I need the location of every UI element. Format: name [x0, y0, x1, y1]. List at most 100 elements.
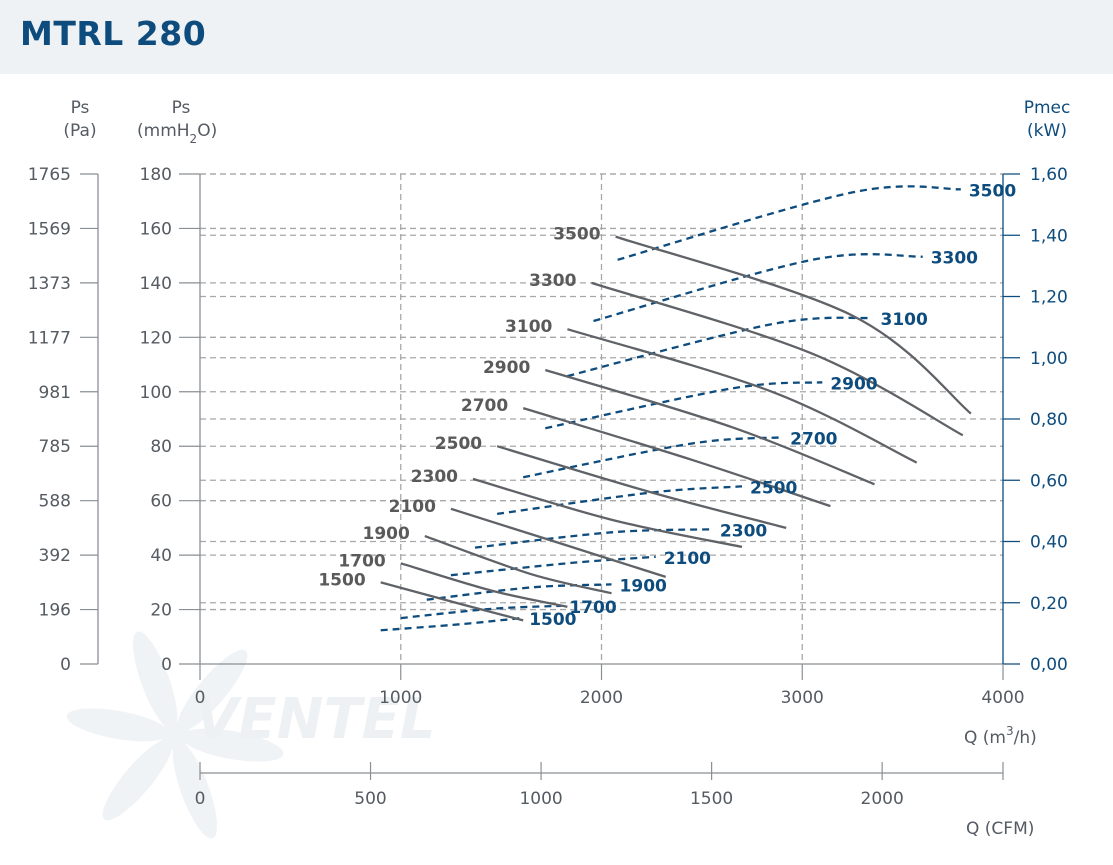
pa-tick-label: 1373 — [28, 274, 71, 294]
pressure-curve-label-3100: 3100 — [505, 317, 552, 337]
kw-axis-unit: (kW) — [1027, 121, 1067, 141]
pressure-curve-2300 — [472, 477, 743, 549]
pa-axis-label: Ps — [71, 98, 90, 118]
mm-tick-label: 100 — [140, 383, 172, 403]
pressure-curve-2700 — [522, 407, 831, 508]
pressure-curve-1700 — [400, 562, 568, 608]
power-curve-label-3500: 3500 — [969, 181, 1016, 201]
pa-tick-label: 1177 — [28, 328, 71, 348]
mm-tick-label: 180 — [140, 165, 172, 185]
power-curve-label-1700: 1700 — [569, 598, 616, 618]
q-tick-label: 1000 — [379, 688, 422, 708]
mm-tick-label: 80 — [150, 437, 172, 457]
kw-tick-label: 1,20 — [1030, 288, 1068, 308]
power-curve-3100 — [567, 316, 873, 378]
mm-axis-unit: (mmH2O) — [137, 121, 217, 146]
kw-tick-label: 0,00 — [1030, 655, 1068, 675]
mm-tick-label: 40 — [150, 546, 172, 566]
header-bar — [0, 0, 1113, 74]
power-curve-label-3100: 3100 — [881, 310, 928, 330]
mm-axis-unit-sub: 2 — [190, 132, 198, 146]
pressure-curve-label-1900: 1900 — [363, 524, 410, 544]
power-curve-2900 — [545, 381, 823, 430]
cfm-tick-label: 0 — [195, 789, 206, 809]
power-curve-1500 — [380, 616, 522, 632]
power-curve-label-1500: 1500 — [529, 610, 576, 630]
kw-tick-label: 0,20 — [1030, 594, 1068, 614]
pressure-curve-label-3500: 3500 — [553, 225, 600, 245]
pressure-curves — [380, 235, 972, 622]
q-axis-label: Q (m3/h) — [964, 724, 1037, 748]
pressure-curve-label-3300: 3300 — [529, 271, 576, 291]
cfm-tick-label: 500 — [354, 789, 386, 809]
mm-axis-unit-end: O) — [197, 121, 217, 141]
kw-tick-label: 1,40 — [1030, 226, 1068, 246]
pa-tick-label: 392 — [39, 546, 71, 566]
mm-tick-label: 140 — [140, 274, 172, 294]
cfm-tick-label: 2000 — [861, 789, 904, 809]
watermark-text: VENTEL — [195, 687, 436, 752]
curve-labels: 1500170019002100230025002700290031003300… — [318, 181, 1016, 630]
q-tick-label: 3000 — [781, 688, 824, 708]
power-curve-2100 — [450, 555, 656, 577]
mm-tick-label: 0 — [161, 655, 172, 675]
power-curve-label-2700: 2700 — [790, 429, 837, 449]
q-axis-label-main: Q (m — [964, 728, 1006, 748]
mm-tick-label: 60 — [150, 492, 172, 512]
q-axis-label-end: /h) — [1014, 728, 1037, 748]
pressure-curve-label-2700: 2700 — [461, 396, 508, 416]
power-curve-label-2500: 2500 — [750, 478, 797, 498]
pressure-curve-label-2900: 2900 — [483, 358, 530, 378]
mm-axis-unit-main: (mmH — [137, 121, 190, 141]
pa-tick-label: 588 — [39, 492, 71, 512]
q-axis-label-sup: 3 — [1006, 724, 1014, 738]
mm-tick-label: 160 — [140, 219, 172, 239]
pressure-curve-3500 — [615, 235, 972, 415]
pressure-curve-2500 — [496, 445, 787, 530]
power-curve-label-2300: 2300 — [720, 521, 767, 541]
pa-tick-label: 785 — [39, 437, 71, 457]
cfm-axis-label: Q (CFM) — [966, 819, 1034, 839]
pressure-curve-3300 — [591, 281, 964, 437]
watermark: VENTEL — [66, 631, 436, 839]
kw-tick-label: 0,40 — [1030, 533, 1068, 553]
power-curve-label-1900: 1900 — [620, 576, 667, 596]
power-curve-label-3300: 3300 — [931, 249, 978, 269]
power-curve-label-2900: 2900 — [830, 374, 877, 394]
pressure-curve-1500 — [380, 581, 524, 622]
power-curve-2500 — [496, 485, 743, 516]
power-curve-3500 — [617, 185, 961, 261]
pressure-curve-label-2100: 2100 — [389, 497, 436, 517]
power-curve-label-2100: 2100 — [664, 549, 711, 569]
kw-tick-label: 1,00 — [1030, 349, 1068, 369]
pressure-curve-label-1500: 1500 — [318, 570, 365, 590]
cfm-tick-label: 1500 — [690, 789, 733, 809]
kw-tick-label: 0,60 — [1030, 471, 1068, 491]
pressure-curve-label-2300: 2300 — [411, 467, 458, 487]
watermark-fan-icon — [66, 631, 284, 839]
kw-axis-label: Pmec — [1024, 98, 1071, 118]
power-curve-3300 — [593, 253, 923, 323]
pressure-curve-1900 — [424, 535, 612, 595]
mm-tick-label: 120 — [140, 328, 172, 348]
mm-axis-label: Ps — [172, 98, 191, 118]
power-curve-1700 — [400, 604, 562, 620]
pressure-curve-3100 — [567, 328, 918, 464]
kw-tick-label: 1,60 — [1030, 165, 1068, 185]
grid — [200, 173, 1003, 664]
kw-tick-label: 0,80 — [1030, 410, 1068, 430]
axes — [80, 173, 1020, 780]
pa-tick-label: 981 — [39, 383, 71, 403]
pressure-curve-2900 — [544, 368, 875, 486]
power-curve-2700 — [522, 436, 783, 479]
q-tick-label: 2000 — [580, 688, 623, 708]
chart-title: MTRL 280 — [20, 14, 207, 53]
pa-axis-unit: (Pa) — [63, 121, 96, 141]
pa-tick-label: 1765 — [28, 165, 71, 185]
pressure-curve-label-1700: 1700 — [338, 551, 385, 571]
power-curve-2300 — [474, 528, 712, 549]
q-tick-label: 4000 — [981, 688, 1024, 708]
cfm-tick-label: 1000 — [519, 789, 562, 809]
pressure-curve-2100 — [450, 507, 667, 578]
